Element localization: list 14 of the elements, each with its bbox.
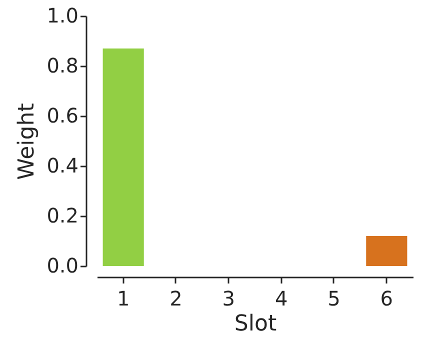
- y-tick-label: 1.0: [46, 4, 78, 28]
- y-tick-label: 0.6: [46, 104, 78, 128]
- y-tick-label: 0.0: [46, 254, 78, 278]
- x-tick-label: 4: [274, 286, 288, 310]
- y-tick-label: 0.2: [46, 204, 78, 228]
- y-axis-title: Weight: [14, 102, 40, 180]
- x-tick-label: 3: [222, 286, 236, 310]
- x-tick-label: 1: [116, 286, 130, 310]
- x-tick-label: 5: [328, 286, 340, 310]
- x-axis-title: Slot: [234, 312, 277, 336]
- y-tick-label: 0.4: [46, 154, 78, 178]
- x-tick-label: 6: [380, 286, 394, 310]
- y-tick-label: 0.8: [46, 54, 78, 78]
- x-tick-label: 2: [170, 286, 182, 310]
